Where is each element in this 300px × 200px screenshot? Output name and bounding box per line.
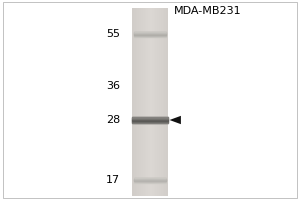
- Bar: [136, 8, 137, 196]
- Bar: [161, 8, 163, 196]
- Text: 17: 17: [106, 175, 120, 185]
- Bar: [166, 8, 168, 196]
- Bar: [154, 8, 155, 196]
- Bar: [132, 8, 168, 196]
- Bar: [157, 8, 159, 196]
- Text: 28: 28: [106, 115, 120, 125]
- Bar: [146, 8, 148, 196]
- Bar: [145, 8, 146, 196]
- Bar: [163, 8, 164, 196]
- Bar: [141, 8, 143, 196]
- Bar: [143, 8, 145, 196]
- Bar: [132, 8, 134, 196]
- Bar: [148, 8, 150, 196]
- Bar: [159, 8, 161, 196]
- Text: 55: 55: [106, 29, 120, 39]
- Bar: [150, 8, 152, 196]
- Bar: [139, 8, 141, 196]
- Bar: [152, 8, 154, 196]
- Text: 36: 36: [106, 81, 120, 91]
- Bar: [134, 8, 136, 196]
- Bar: [155, 8, 157, 196]
- Bar: [137, 8, 139, 196]
- Polygon shape: [169, 116, 181, 124]
- Bar: [164, 8, 166, 196]
- Text: MDA-MB231: MDA-MB231: [174, 6, 242, 16]
